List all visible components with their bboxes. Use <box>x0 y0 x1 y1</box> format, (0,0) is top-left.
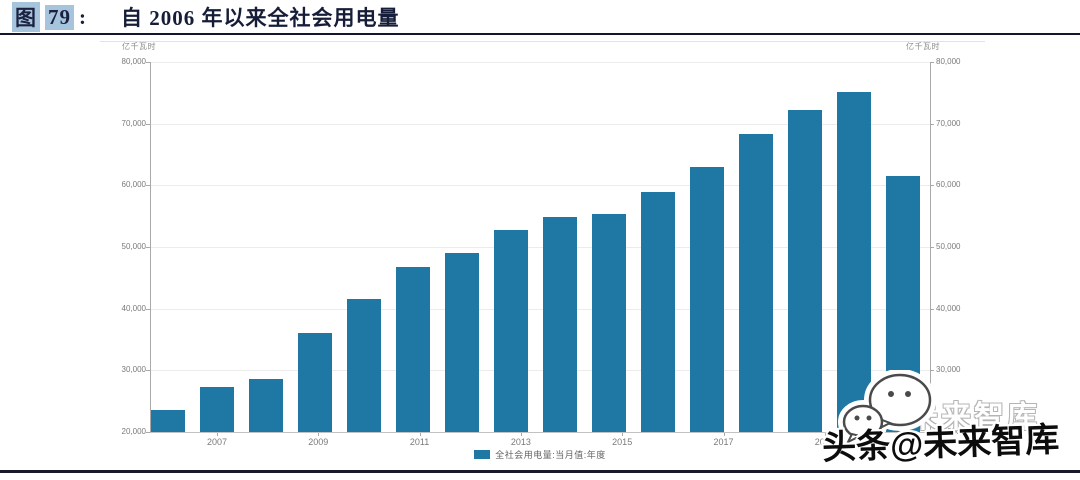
y-tick-mark-right <box>930 62 934 63</box>
y-grid-line <box>150 124 930 125</box>
x-tick-label: 2017 <box>713 437 734 447</box>
y-tick-label-right: 20,000 <box>936 427 961 436</box>
bar <box>837 92 871 432</box>
y-tick-mark-right <box>930 124 934 125</box>
y-tick-label-left: 50,000 <box>121 242 146 251</box>
watermark-main-text: 头条@未来智库 <box>821 420 1060 468</box>
y-tick-label-left: 40,000 <box>121 304 146 313</box>
bar <box>347 298 381 432</box>
bar <box>298 332 332 432</box>
y-tick-label-left: 80,000 <box>121 57 146 66</box>
y-tick-mark-left <box>146 370 150 371</box>
y-tick-mark-left <box>146 309 150 310</box>
wechat-icon <box>838 370 936 445</box>
x-tick-label: 2013 <box>510 437 531 447</box>
legend-label: 全社会用电量:当月值:年度 <box>495 450 606 460</box>
x-tick-mark <box>724 433 725 436</box>
y-tick-label-right: 60,000 <box>936 180 961 189</box>
y-grid-line <box>150 370 930 371</box>
x-axis-line <box>150 432 930 433</box>
y-tick-mark-right <box>930 309 934 310</box>
legend-swatch <box>474 450 491 459</box>
axis-unit-label-right: 亿千瓦时 <box>906 42 940 51</box>
figure-title: 自 2006 年以来全社会用电量 <box>121 6 400 30</box>
y-tick-mark-left <box>146 432 150 433</box>
y-tick-mark-left <box>146 247 150 248</box>
x-tick-mark <box>420 433 421 436</box>
x-tick-mark <box>217 433 218 436</box>
y-tick-label-left: 20,000 <box>121 427 146 436</box>
x-tick-label: 2015 <box>612 437 633 447</box>
bar <box>200 386 234 432</box>
x-tick-mark <box>521 433 522 436</box>
x-tick-label: 2007 <box>206 437 228 447</box>
y-tick-label-left: 70,000 <box>121 119 146 128</box>
y-tick-label-right: 30,000 <box>936 365 961 374</box>
bar <box>739 134 773 432</box>
figure-caption: 图 79 : 自 2006 年以来全社会用电量 <box>12 2 400 32</box>
figure-number-highlight: 79 <box>45 4 74 30</box>
figure-caption-colon: : <box>79 4 87 29</box>
bar <box>543 217 577 432</box>
y-grid-line <box>150 62 930 63</box>
bar <box>494 229 528 432</box>
y-tick-label-left: 30,000 <box>121 365 146 374</box>
bar <box>151 409 185 432</box>
y-tick-mark-right <box>930 370 934 371</box>
y-axis-left <box>150 62 151 432</box>
watermark: 未来智库 头条@未来智库 <box>820 370 1080 480</box>
bar <box>445 252 479 432</box>
y-grid-line <box>150 185 930 186</box>
x-tick-mark <box>318 433 319 436</box>
y-tick-mark-right <box>930 185 934 186</box>
y-tick-mark-left <box>146 124 150 125</box>
chart-panel-border <box>100 41 985 42</box>
y-tick-label-right: 80,000 <box>936 57 961 66</box>
y-tick-label-right: 50,000 <box>936 242 961 251</box>
chart-legend: 全社会用电量:当月值:年度 <box>150 448 930 461</box>
x-tick-label: 2011 <box>409 437 430 447</box>
y-tick-mark-left <box>146 62 150 63</box>
axis-unit-label-left: 亿千瓦时 <box>122 42 156 51</box>
y-tick-label-left: 60,000 <box>121 180 146 189</box>
bar <box>690 167 724 432</box>
bar <box>641 192 675 432</box>
y-grid-line <box>150 309 930 310</box>
y-grid-line <box>150 247 930 248</box>
y-tick-mark-right <box>930 432 934 433</box>
x-tick-mark <box>825 433 826 436</box>
bar <box>592 214 626 432</box>
y-axis-right <box>930 62 931 432</box>
bottom-divider <box>0 470 1080 473</box>
header-divider <box>0 33 1080 35</box>
y-tick-label-right: 40,000 <box>936 304 961 313</box>
bar <box>249 378 283 432</box>
x-tick-label: 2009 <box>308 437 329 447</box>
x-tick-mark <box>622 433 623 436</box>
y-tick-mark-left <box>146 185 150 186</box>
bar <box>396 267 430 432</box>
figure-label-highlight: 图 <box>12 2 40 32</box>
x-tick-label: 2019 <box>814 437 835 447</box>
y-tick-mark-right <box>930 247 934 248</box>
y-tick-label-right: 70,000 <box>936 119 961 128</box>
bar <box>788 110 822 432</box>
